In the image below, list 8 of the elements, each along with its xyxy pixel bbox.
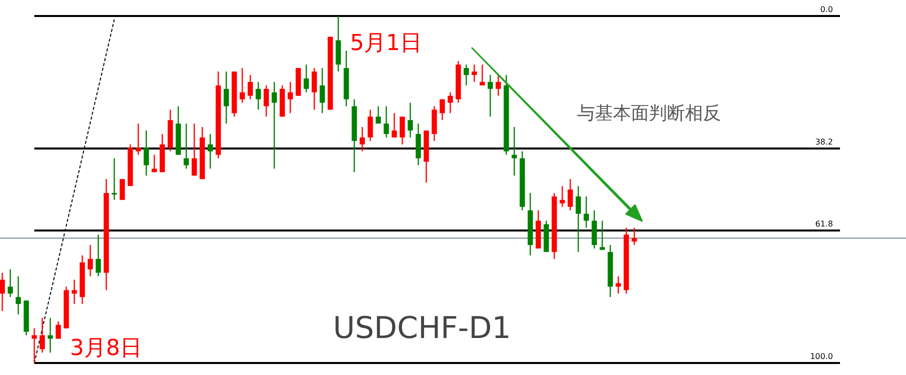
- annotation: 3月8日: [70, 336, 142, 361]
- annotation: 100.0: [810, 352, 833, 361]
- annotation: 0.0: [820, 5, 833, 14]
- annotation: 5月1日: [350, 31, 422, 56]
- annotation: 与基本面判断相反: [577, 103, 721, 124]
- annotation: 38.2: [815, 138, 833, 147]
- annotation: 61.8: [815, 219, 833, 228]
- text: USDCHF-D1: [333, 311, 511, 346]
